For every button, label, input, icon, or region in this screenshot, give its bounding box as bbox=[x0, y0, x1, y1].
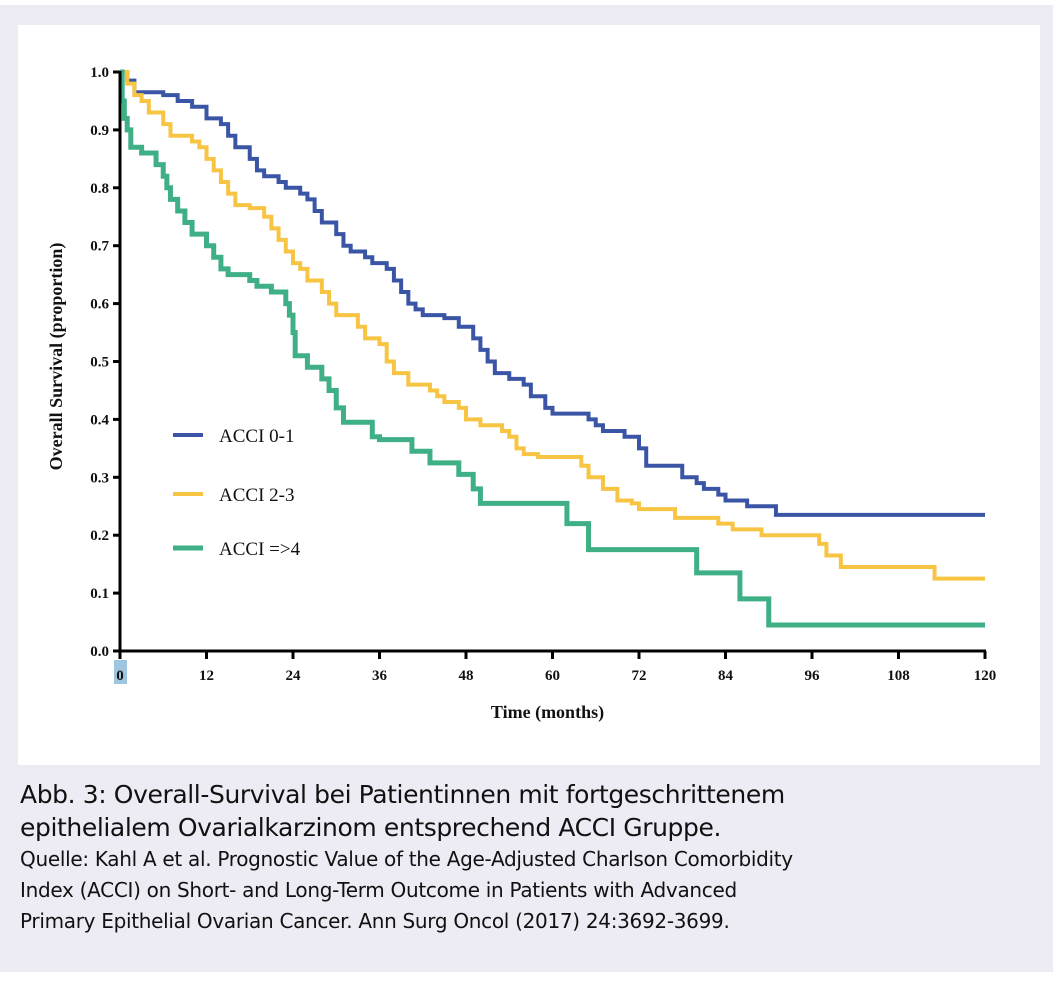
x-tick-highlight bbox=[114, 660, 127, 684]
y-tick-label: 0.6 bbox=[90, 297, 109, 313]
x-tick-label: 36 bbox=[372, 668, 388, 684]
x-tick-label: 60 bbox=[545, 668, 560, 684]
y-ticks: 0.0 0.1 0.2 0.3 0.4 0.5 0.6 0.7 0.8 0.9 1.0 bbox=[90, 65, 120, 660]
x-tick-label: 120 bbox=[974, 668, 997, 684]
caption-title-line-2: epithelialem Ovarialkarzinom entsprechen… bbox=[20, 813, 722, 842]
survival-chart: 0.0 0.1 0.2 0.3 0.4 0.5 0.6 0.7 0.8 0.9 1.0 0 12 24 3… bbox=[46, 65, 996, 723]
y-tick-label: 0.1 bbox=[90, 586, 109, 602]
x-tick-label: 48 bbox=[459, 668, 474, 684]
y-tick-label: 0.8 bbox=[90, 181, 109, 197]
series-line-acci-2-3 bbox=[120, 70, 985, 581]
x-tick-label: 96 bbox=[805, 668, 821, 684]
y-tick-label: 0.9 bbox=[90, 123, 109, 139]
caption-title-line-1: Abb. 3: Overall-Survival bei Patientinne… bbox=[20, 780, 785, 809]
legend-label: ACCI 2-3 bbox=[219, 485, 294, 506]
y-tick-label: 0.3 bbox=[90, 470, 109, 486]
y-tick-label: 0.2 bbox=[90, 528, 109, 544]
y-axis-title: Overall Survival (proportion) bbox=[46, 243, 67, 471]
y-tick-label: 0.5 bbox=[90, 355, 109, 371]
x-tick-label: 108 bbox=[887, 668, 910, 684]
x-axis-title: Time (months) bbox=[491, 702, 604, 723]
x-ticks: 0 12 24 36 48 60 72 84 96 108 120 bbox=[114, 651, 996, 684]
y-tick-label: 0.7 bbox=[90, 239, 109, 255]
caption-title: Abb. 3: Overall-Survival bei Patientinne… bbox=[20, 778, 1040, 844]
x-tick-label: 12 bbox=[199, 668, 214, 684]
caption-source: Quelle: Kahl A et al. Prognostic Value o… bbox=[20, 844, 1040, 937]
legend: ACCI 0-1 ACCI 2-3 ACCI =>4 bbox=[173, 426, 301, 560]
x-tick-label: 24 bbox=[286, 668, 302, 684]
legend-label: ACCI =>4 bbox=[219, 539, 301, 560]
series-line-acci-0-1 bbox=[120, 70, 985, 517]
y-tick-label: 0.0 bbox=[90, 644, 109, 660]
y-tick-label: 0.4 bbox=[90, 412, 109, 428]
source-line-1: Quelle: Kahl A et al. Prognostic Value o… bbox=[20, 847, 793, 871]
series-layer bbox=[119, 69, 985, 628]
x-tick-label: 72 bbox=[632, 668, 647, 684]
figure-caption: Abb. 3: Overall-Survival bei Patientinne… bbox=[20, 778, 1040, 937]
x-tick-label: 0 bbox=[116, 668, 124, 684]
series-line-acci-4 bbox=[119, 69, 985, 628]
source-line-3: Primary Epithelial Ovarian Cancer. Ann S… bbox=[20, 909, 730, 933]
legend-label: ACCI 0-1 bbox=[219, 426, 294, 447]
source-line-2: Index (ACCI) on Short- and Long-Term Out… bbox=[20, 878, 737, 902]
x-tick-label: 84 bbox=[718, 668, 734, 684]
y-tick-label: 1.0 bbox=[90, 65, 109, 81]
